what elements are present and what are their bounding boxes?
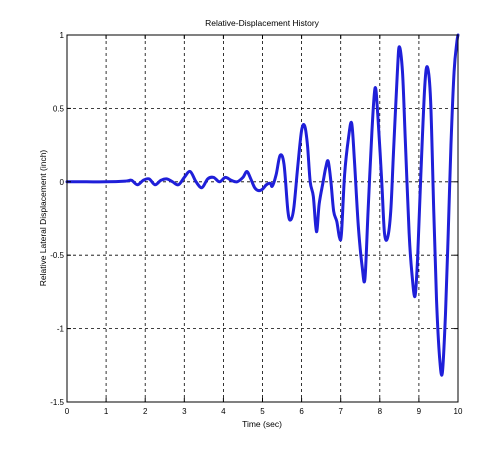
plot-line-group [65, 33, 460, 377]
x-tick-label: 10 [454, 407, 463, 416]
y-tick-label: -1.5 [50, 398, 64, 407]
x-tick-label: 2 [143, 407, 148, 416]
y-tick-label: 1 [60, 31, 65, 40]
y-axis-label: Relative Lateral Displacement (inch) [38, 150, 48, 287]
x-tick-label: 4 [221, 407, 226, 416]
x-tick-label: 1 [104, 407, 109, 416]
y-ticks: -1.5 -1 -0.5 0 0.5 1 [50, 31, 458, 407]
x-tick-label: 8 [378, 407, 383, 416]
x-tick-label: 9 [417, 407, 422, 416]
x-tick-label: 7 [338, 407, 343, 416]
x-tick-label: 5 [260, 407, 265, 416]
x-ticks: 0 1 2 3 4 5 6 7 8 9 10 [65, 35, 463, 416]
y-tick-label: 0.5 [53, 104, 65, 113]
y-tick-label: -1 [57, 325, 65, 334]
x-axis-label: Time (sec) [242, 419, 282, 429]
series-line [65, 33, 460, 377]
y-tick-label: -0.5 [50, 251, 64, 260]
x-tick-label: 0 [65, 407, 70, 416]
chart-title: Relative-Displacement History [205, 18, 320, 28]
y-tick-label: 0 [60, 178, 65, 187]
x-tick-label: 3 [182, 407, 187, 416]
x-tick-label: 6 [299, 407, 304, 416]
grid [67, 35, 458, 402]
